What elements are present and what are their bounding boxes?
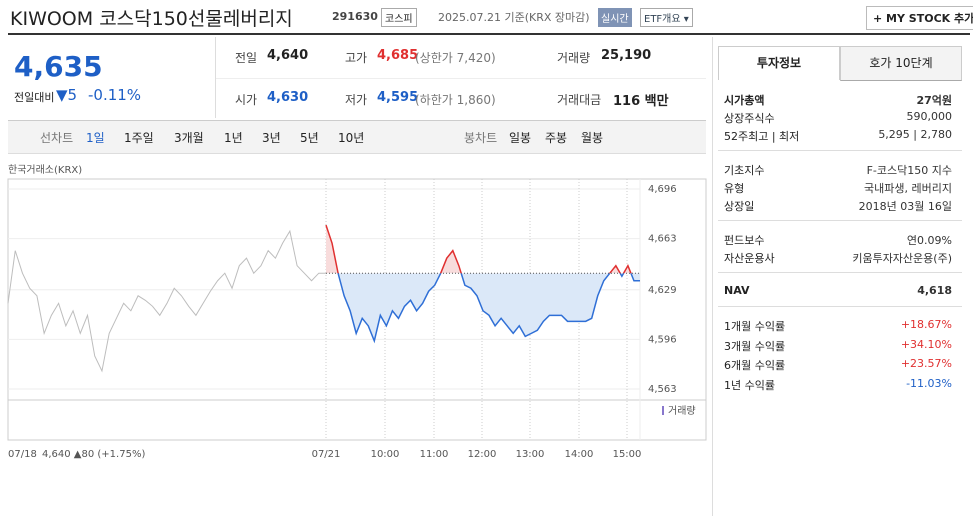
side-value: +18.67% xyxy=(900,318,952,331)
etf-badge[interactable]: ETF개요 ▾ xyxy=(640,8,693,27)
quote-label: 거래대금 xyxy=(557,93,602,107)
quote-label: 거래량 xyxy=(557,51,591,65)
side-tab[interactable]: 호가 10단계 xyxy=(840,46,962,81)
price-line-down xyxy=(337,273,640,344)
side-label: 52주최고 | 최저 xyxy=(724,130,800,143)
y-tick-label: 4,663 xyxy=(648,234,677,245)
side-value: 27억원 xyxy=(916,94,952,107)
side-label: 시가총액 xyxy=(724,94,765,107)
change-label: 전일대비 xyxy=(14,91,55,104)
y-tick-label: 4,596 xyxy=(648,334,677,345)
y-tick-label: 4,696 xyxy=(648,184,677,195)
side-label: 유형 xyxy=(724,182,745,195)
toolbar xyxy=(8,120,706,154)
period-tab[interactable]: 5년 xyxy=(300,131,319,145)
change-rate: -0.11% xyxy=(88,86,142,104)
side-value: 국내파생, 레버리지 xyxy=(864,182,952,195)
volume-icon xyxy=(662,406,664,415)
quote-value: 4,640 xyxy=(267,48,309,63)
chart: 한국거래소(KRX) 4,696 4,663 4,629 4,596 4,563 07/21… xyxy=(7,164,707,460)
prev-summary: 4,640 ▲80 (+1.75%) xyxy=(42,449,145,460)
quote-label: 고가 xyxy=(345,51,368,65)
side-label: 상장일 xyxy=(724,200,755,213)
side-label: 자산운용사 xyxy=(724,252,775,265)
side-border xyxy=(712,37,713,516)
change: ▼5 xyxy=(56,86,78,104)
candle-tab[interactable]: 일봉 xyxy=(509,131,532,145)
quote-note: (상한가 7,420) xyxy=(415,51,496,65)
prev-date: 07/18 xyxy=(8,449,37,460)
side-label: 3개월 수익률 xyxy=(724,339,786,353)
side-label: 펀드보수 xyxy=(724,234,765,247)
mystock-button[interactable]: + MY STOCK 추가 xyxy=(866,6,973,30)
y-tick-label: 4,629 xyxy=(648,285,677,296)
period-tab[interactable]: 1년 xyxy=(224,131,243,145)
period-tab[interactable]: 3개월 xyxy=(174,131,204,145)
period-tab[interactable]: 3년 xyxy=(262,131,281,145)
line-chart-label: 선차트 xyxy=(40,131,74,145)
header-line xyxy=(8,33,970,35)
side-label: 상장주식수 xyxy=(724,112,775,125)
chart-frame xyxy=(7,178,707,441)
x-tick-label: 13:00 xyxy=(516,449,545,460)
side-label: 1개월 수익률 xyxy=(724,320,786,333)
row-line xyxy=(216,78,706,79)
x-tick-label: 07/21 xyxy=(312,449,341,460)
side-value: +34.10% xyxy=(900,337,952,351)
x-tick-label: 14:00 xyxy=(565,449,594,460)
period-tab[interactable]: 1주일 xyxy=(124,131,154,145)
side-value: 키움투자자산운용(주) xyxy=(852,252,952,265)
side-value: +23.57% xyxy=(900,357,952,370)
side-value: F-코스닥150 지수 xyxy=(866,164,952,177)
title: KIWOOM 코스닥150선물레버리지 xyxy=(10,8,293,30)
quote-value: 4,595 xyxy=(377,90,419,105)
source: 한국거래소(KRX) xyxy=(8,164,82,176)
quote-label: 저가 xyxy=(345,93,368,107)
prev-line xyxy=(7,229,326,373)
x-tick-label: 11:00 xyxy=(420,449,449,460)
quote-value: 4,685 xyxy=(377,48,419,63)
side-divider xyxy=(718,306,962,307)
current-price: 4,635 xyxy=(14,50,103,83)
side-label: 6개월 수익률 xyxy=(724,359,786,372)
quote-label: 전일 xyxy=(235,51,258,65)
volume-label: 거래량 xyxy=(668,405,696,417)
period-tab[interactable]: 1일 xyxy=(86,131,105,145)
quote-value: 25,190 xyxy=(601,48,652,63)
side-value: 5,295 | 2,780 xyxy=(878,128,952,141)
side-label: 기초지수 xyxy=(724,164,765,177)
side-value: 연0.09% xyxy=(906,234,952,247)
side-divider xyxy=(718,220,962,221)
x-tick-label: 15:00 xyxy=(613,449,642,460)
realtime-badge: 실시간 xyxy=(598,8,632,27)
quote-label: 시가 xyxy=(235,93,258,107)
price-area-down xyxy=(326,273,640,341)
date: 2025.07.21 기준(KRX 장마감) xyxy=(438,11,590,24)
quote-value: 4,630 xyxy=(267,90,309,105)
side-label: NAV xyxy=(724,284,750,297)
candle-label: 봉차트 xyxy=(464,131,498,145)
x-tick-label: 12:00 xyxy=(468,449,497,460)
code: 291630 xyxy=(332,10,378,23)
side-value: 2018년 03월 16일 xyxy=(858,200,952,213)
side-value: -11.03% xyxy=(906,376,952,390)
period-tab[interactable]: 10년 xyxy=(338,131,365,145)
side-value: 4,618 xyxy=(917,284,952,297)
quote-note: (하한가 1,860) xyxy=(415,93,496,107)
market-badge: 코스피 xyxy=(381,8,417,27)
side-tab[interactable]: 투자정보 xyxy=(718,46,840,80)
price-box-border xyxy=(215,37,216,118)
side-divider xyxy=(718,272,962,273)
y-tick-label: 4,563 xyxy=(648,384,677,395)
x-tick-label: 10:00 xyxy=(371,449,400,460)
quote-value: 116 백만 xyxy=(613,94,669,109)
side-label: 1년 수익률 xyxy=(724,378,775,392)
candle-tab[interactable]: 월봉 xyxy=(581,131,604,145)
side-divider xyxy=(718,150,962,151)
candle-tab[interactable]: 주봉 xyxy=(545,131,568,145)
side-value: 590,000 xyxy=(906,110,953,123)
